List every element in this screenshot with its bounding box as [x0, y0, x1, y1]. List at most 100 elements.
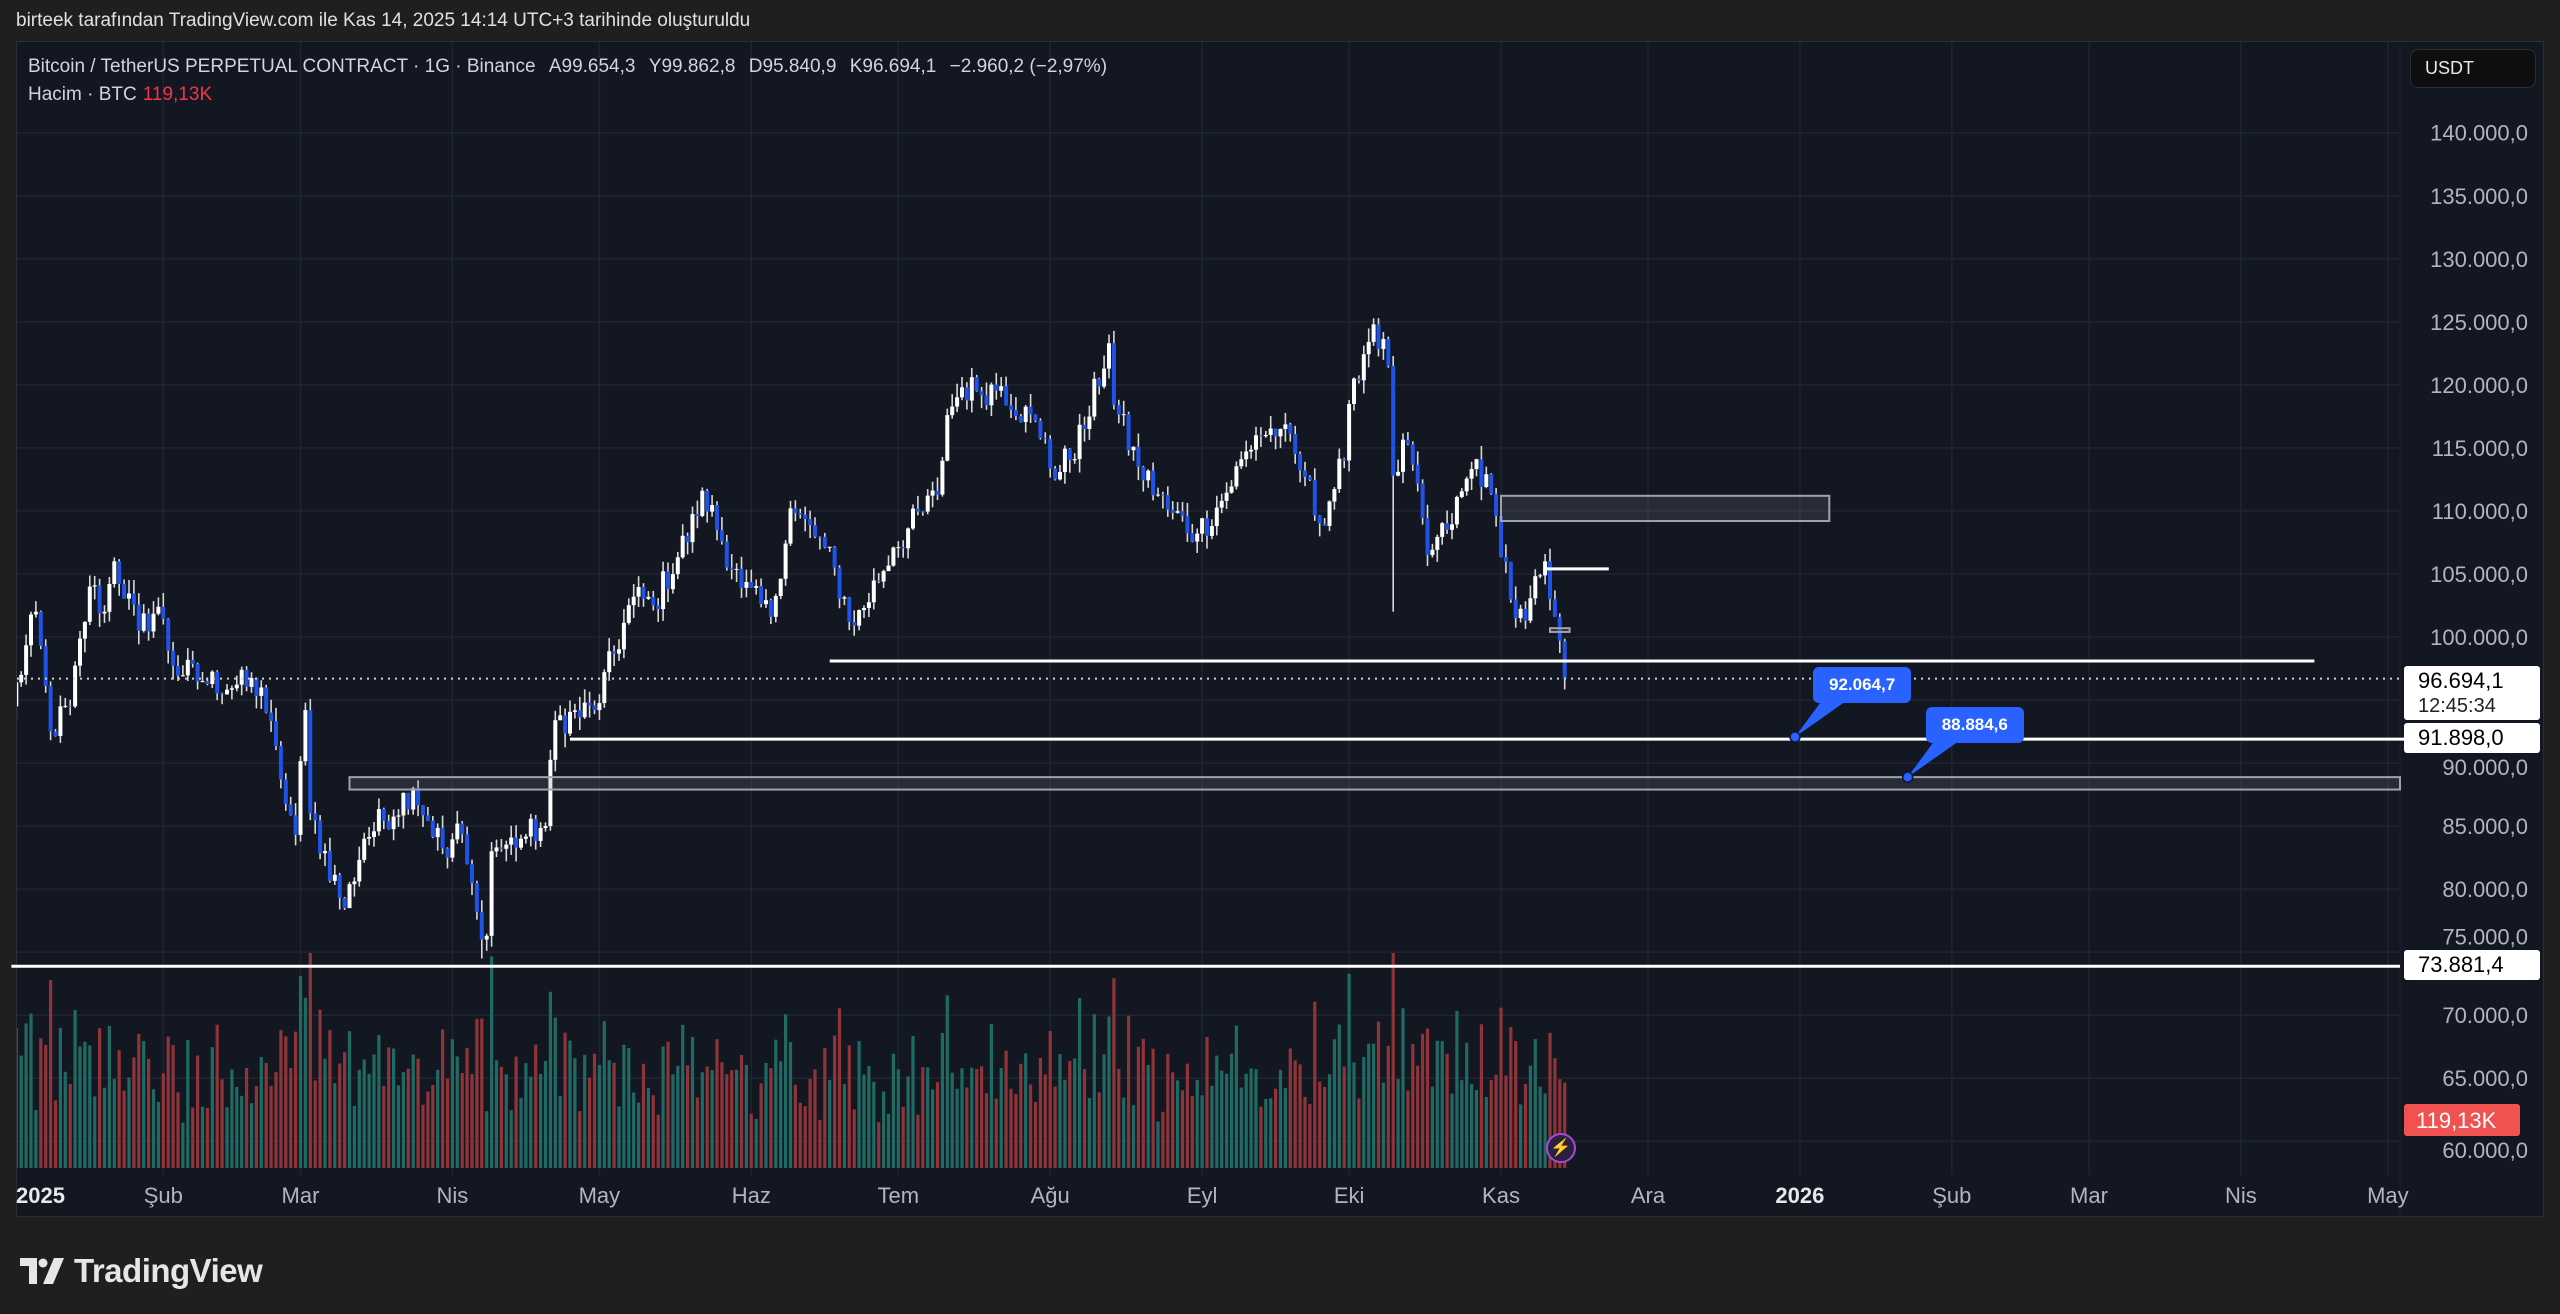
symbol-title[interactable]: Bitcoin / TetherUS PERPETUAL CONTRACT · … [28, 56, 536, 77]
volume-bar [975, 1069, 979, 1168]
candle-body [1405, 439, 1410, 445]
time-tick-label: Eki [1334, 1183, 1365, 1208]
candle-body [269, 712, 274, 722]
volume-bar [1386, 1045, 1390, 1168]
volume-bar [191, 1107, 195, 1168]
drawings [11, 494, 2404, 968]
candle-body [1263, 434, 1268, 437]
candle [499, 838, 504, 852]
candle [930, 481, 935, 508]
candle-body [984, 395, 989, 406]
volume-bar [519, 1097, 523, 1168]
candle [641, 583, 646, 607]
candle [73, 661, 78, 708]
candle [97, 578, 102, 627]
volume-bar [460, 1073, 464, 1168]
candle [690, 506, 695, 553]
candle [862, 605, 866, 618]
candle [852, 610, 857, 636]
volume-bar [1563, 1082, 1567, 1168]
volume-indicator-label[interactable]: Hacim · BTC [28, 84, 137, 105]
candle-body [1018, 416, 1023, 422]
candle-body [1180, 511, 1185, 516]
candle [719, 517, 724, 545]
candle [1254, 426, 1258, 461]
candle [1484, 466, 1489, 489]
price-callout[interactable]: 88.884,6 [1925, 707, 2024, 744]
candle-body [764, 600, 768, 605]
volume-bar [970, 1067, 974, 1168]
candle [1092, 371, 1097, 421]
candle [146, 608, 151, 641]
price-callout[interactable]: 92.064,7 [1813, 667, 1912, 704]
volume-bar [602, 1021, 606, 1168]
candle [528, 813, 533, 847]
candle-body [1538, 575, 1543, 577]
candle [666, 562, 670, 603]
volume-bar [568, 1040, 572, 1168]
candle-body [185, 659, 190, 676]
candle [1185, 502, 1190, 542]
chart-legend: Bitcoin / TetherUS PERPETUAL CONTRACT · … [28, 56, 1107, 112]
candle-body [58, 706, 63, 736]
candle [1273, 428, 1278, 450]
candle-body [210, 671, 215, 684]
candle-body [1058, 471, 1062, 480]
candle-body [1293, 434, 1298, 454]
candle [866, 592, 871, 618]
candle [788, 500, 793, 547]
candle-body [372, 831, 376, 837]
candle-body [1249, 449, 1254, 452]
volume-bar [1087, 1097, 1091, 1168]
currency-button[interactable]: USDT [2410, 49, 2536, 88]
volume-bar [1205, 1037, 1209, 1168]
volume-bar [1362, 1056, 1366, 1168]
candle [107, 576, 112, 622]
volume-bar [39, 1038, 43, 1168]
candle [685, 532, 690, 555]
candle-body [847, 597, 852, 623]
volume-bar [1264, 1098, 1268, 1168]
candle [1146, 469, 1151, 488]
candle-body [568, 711, 572, 734]
candle-body [386, 820, 391, 830]
volume-bar [813, 1069, 817, 1168]
volume-bar [1396, 1079, 1400, 1168]
candle [1518, 604, 1523, 623]
candle-body [190, 659, 195, 664]
candle-body [259, 687, 264, 696]
candle-body [1420, 483, 1425, 519]
volume-bar [1519, 1104, 1523, 1168]
lightning-icon[interactable]: ⚡ [1546, 1133, 1576, 1163]
candle [1342, 457, 1347, 469]
candle-body [9, 706, 13, 719]
candle [1131, 446, 1136, 461]
candle [1523, 601, 1528, 629]
candle [479, 900, 484, 959]
chart-panel[interactable] [16, 41, 2544, 1217]
volume-bar [411, 1054, 415, 1168]
volume-bar [588, 1077, 592, 1168]
candle-body [1082, 424, 1087, 429]
candle-body [1347, 403, 1352, 461]
candle [621, 609, 626, 659]
volume-bar [1200, 1095, 1204, 1168]
candle [563, 708, 568, 748]
volume-bar [935, 1082, 940, 1168]
volume-bars [17, 953, 1567, 1168]
candle-body [421, 805, 425, 816]
candle [411, 786, 416, 815]
candle [494, 839, 499, 858]
candle-body [29, 614, 33, 646]
candle-body [1239, 459, 1244, 467]
candle [651, 590, 656, 611]
candle [974, 374, 979, 392]
candle-body [1214, 507, 1219, 527]
candle-body [73, 665, 78, 707]
volume-bar [509, 1110, 513, 1168]
time-tick-label: Kas [1482, 1183, 1520, 1208]
volume-bar [421, 1104, 425, 1168]
candle [876, 573, 881, 584]
candles [9, 318, 1567, 959]
